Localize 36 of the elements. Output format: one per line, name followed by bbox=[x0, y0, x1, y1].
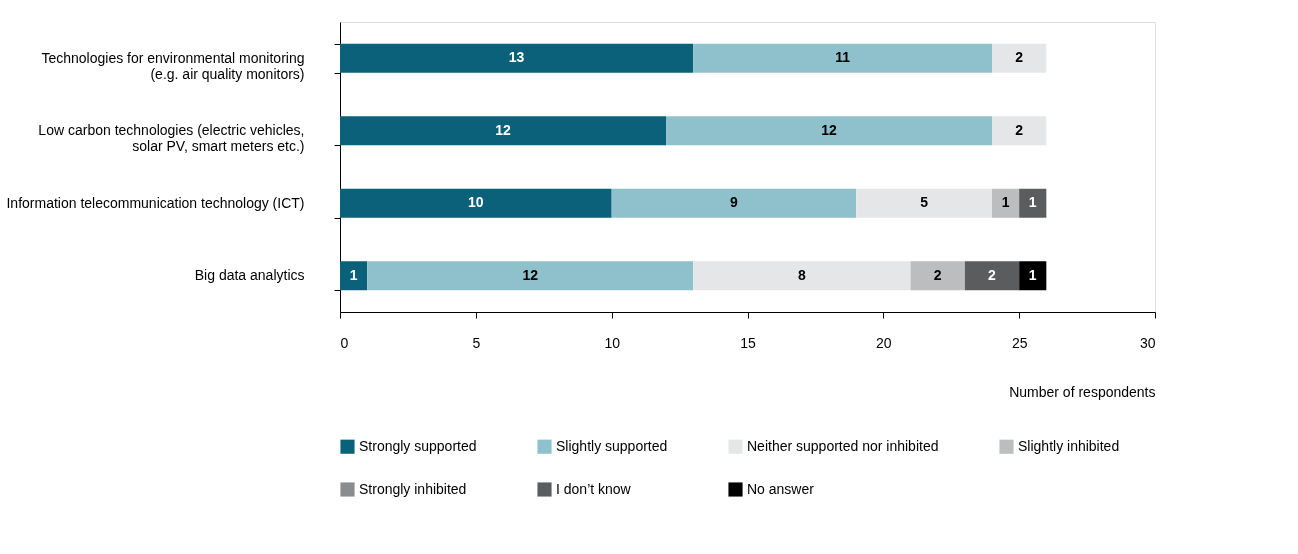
data-label: 1 bbox=[1001, 194, 1010, 211]
y-tick-label: Low carbon technologies (electric vehicles, solar PV, smart meters etc.) bbox=[38, 122, 305, 155]
x-tick-label: 15 bbox=[740, 334, 756, 351]
data-label: 1 bbox=[1028, 266, 1037, 283]
data-label: 13 bbox=[508, 49, 525, 66]
data-label: 12 bbox=[495, 121, 511, 138]
legend-label: Slightly supported bbox=[556, 437, 668, 454]
data-label: 12 bbox=[522, 266, 539, 283]
data-label: 10 bbox=[468, 194, 484, 211]
legend-label: Neither supported nor inhibited bbox=[747, 437, 939, 454]
x-axis-title: Number of respondents bbox=[1009, 383, 1156, 400]
data-label: 2 bbox=[988, 266, 997, 283]
y-tick-label: Information telecommunication technology (ICT) bbox=[6, 194, 305, 211]
x-tick-label: 20 bbox=[876, 334, 892, 351]
data-label: 11 bbox=[835, 49, 851, 66]
legend-label: Slightly inhibited bbox=[1018, 437, 1120, 454]
data-label: 2 bbox=[1015, 121, 1024, 138]
x-tick-label: 25 bbox=[1011, 334, 1028, 351]
y-tick-label: Big data analytics bbox=[194, 267, 305, 284]
x-tick-label: 0 bbox=[340, 334, 349, 351]
legend-label: Strongly inhibited bbox=[359, 480, 467, 497]
data-label: 2 bbox=[1015, 49, 1024, 66]
legend-label: Strongly supported bbox=[359, 437, 477, 454]
legend-label: I don’t know bbox=[556, 480, 632, 497]
x-tick-label: 5 bbox=[472, 334, 481, 351]
data-label: 2 bbox=[933, 266, 942, 283]
x-tick-label: 30 bbox=[1139, 334, 1156, 351]
data-label: 8 bbox=[797, 266, 806, 283]
data-label: 1 bbox=[349, 266, 358, 283]
data-label: 1 bbox=[1028, 194, 1037, 211]
y-tick-label: Technologies for environmental monitoring (e.g. air quality monitors) bbox=[41, 49, 305, 82]
legend-label: No answer bbox=[747, 480, 815, 497]
data-label: 5 bbox=[920, 194, 929, 211]
data-label: 12 bbox=[821, 121, 837, 138]
x-tick-label: 10 bbox=[604, 334, 621, 351]
data-label: 9 bbox=[730, 194, 739, 211]
